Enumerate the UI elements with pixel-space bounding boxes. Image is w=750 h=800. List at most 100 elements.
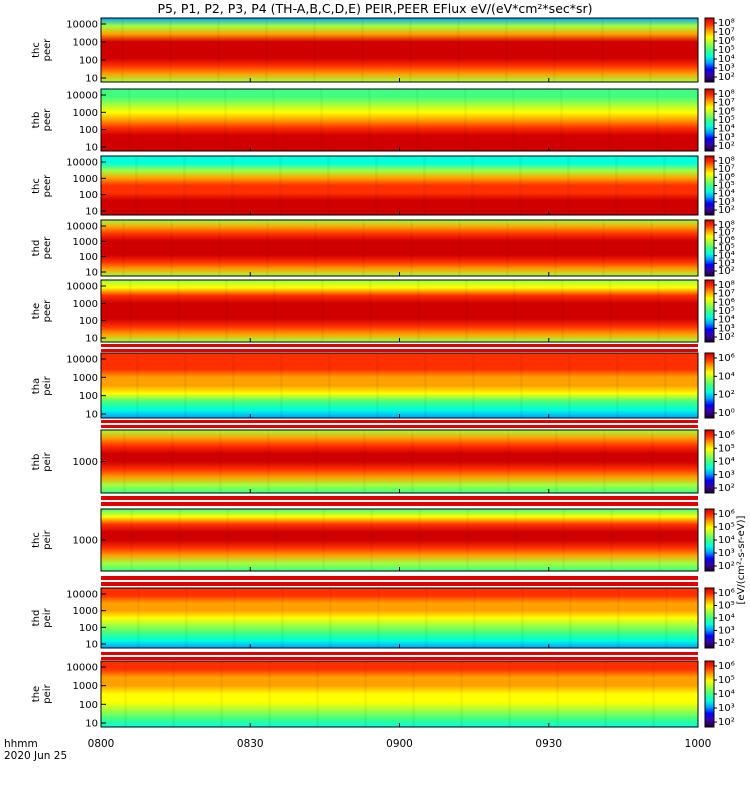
- panel-texture-stripe: [135, 156, 138, 215]
- panel-texture-stripe: [232, 353, 235, 418]
- panel-texture-stripe: [370, 509, 373, 571]
- y-tick-label: 100: [79, 391, 98, 402]
- panel-texture-stripe: [376, 353, 379, 418]
- panel-label-instrument: peir: [42, 530, 53, 550]
- panel-label-6: tha peir: [31, 356, 53, 416]
- colorbar-tick-label: 10⁷: [718, 98, 735, 109]
- panel-texture-stripe: [508, 661, 511, 727]
- colorbar-tick-label: 10³: [718, 63, 735, 74]
- panel-texture-stripe: [128, 89, 131, 151]
- panel-texture-stripe: [513, 280, 516, 342]
- colorbar-tick-label: 10⁶: [718, 588, 735, 599]
- panel-texture-stripe: [266, 220, 269, 276]
- panel-texture-stripe: [610, 509, 613, 571]
- y-tick-label: 1000: [73, 606, 98, 617]
- colorbar-tick-label: 10⁷: [718, 228, 735, 239]
- colorbar-tick-label: 10³: [718, 626, 735, 637]
- colorbar-tick-label: 10⁴: [718, 124, 735, 135]
- panel-texture-stripe: [411, 430, 414, 493]
- colorbar-tick-label: 10⁵: [718, 443, 735, 454]
- colorbar-tick-label: 10⁶: [718, 430, 735, 441]
- panel-texture-stripe: [555, 430, 558, 493]
- colorbar-tick-label: 10⁸: [718, 89, 735, 100]
- colorbar-tick-label: 10⁸: [718, 280, 735, 291]
- panel-texture-stripe: [274, 509, 277, 571]
- panel-texture-stripe: [314, 220, 317, 276]
- panel-texture-stripe: [412, 661, 415, 727]
- panel-label-probe: thc: [31, 177, 42, 194]
- panel-label-probe: thb: [31, 111, 42, 129]
- panel-texture-stripe: [281, 588, 284, 648]
- colorbar-6: [704, 352, 715, 419]
- colorbar-tick-label: 10⁵: [718, 243, 735, 254]
- panel-label-instrument: peir: [42, 684, 53, 704]
- panel-texture-stripe: [472, 353, 475, 418]
- panel-label-instrument: peir: [42, 451, 53, 472]
- panel-texture-stripe: [410, 220, 413, 276]
- colorbar-1: [704, 17, 715, 83]
- y-tick-label: 1000: [73, 681, 98, 692]
- panel-texture-stripe: [664, 353, 667, 418]
- spectrogram-panel-4: [100, 219, 699, 277]
- y-tick-label: 10000: [66, 282, 98, 293]
- x-axis-hhmm-label: hhmm: [4, 738, 38, 750]
- y-tick-label: 100: [79, 56, 98, 67]
- colorbar-tick-label: 10⁴: [718, 535, 735, 546]
- colorbar-tick-label: 10⁶: [718, 661, 735, 672]
- panel-texture-stripe: [122, 220, 125, 276]
- panel-label-instrument: peer: [42, 38, 53, 62]
- panel-texture-stripe: [268, 661, 271, 727]
- panel-texture-stripe: [362, 220, 365, 276]
- figure-title: P5, P1, P2, P3, P4 (TH-A,B,C,D,E) PEIR,P…: [157, 1, 593, 16]
- panel-texture-stripe: [171, 430, 174, 493]
- panel-texture-stripe: [273, 280, 276, 342]
- panel-label-2: thb peer: [31, 90, 53, 150]
- colorbar-tick-label: 10⁷: [718, 164, 735, 175]
- panel-texture-stripe: [617, 588, 620, 648]
- panel-texture-stripe: [369, 280, 372, 342]
- colorbar-tick-label: 10⁷: [718, 289, 735, 300]
- y-tick-label: 1000: [73, 536, 98, 547]
- panel-label-probe: thb: [31, 453, 42, 470]
- y-tick-label: 10: [85, 410, 98, 421]
- panel-texture-stripe: [329, 588, 332, 648]
- panel-label-instrument: peir: [42, 375, 53, 396]
- panel-texture-stripe: [457, 18, 460, 82]
- y-tick-label: 100: [79, 125, 98, 136]
- panel-label-instrument: peer: [42, 299, 53, 323]
- panel-texture-stripe: [424, 353, 427, 418]
- flag-bar-line: [101, 500, 698, 502]
- panel-texture-stripe: [136, 353, 139, 418]
- spectrogram-panel-3: [100, 155, 699, 216]
- panel-texture-stripe: [465, 280, 468, 342]
- colorbar-tick-label: 10²: [718, 72, 735, 83]
- panel-texture-stripe: [514, 509, 517, 571]
- colorbar-tick-label: 10⁷: [718, 27, 735, 38]
- y-tick-label: 10: [85, 74, 98, 85]
- panel-texture-stripe: [569, 588, 572, 648]
- panel-texture-stripe: [554, 220, 557, 276]
- panel-texture-stripe: [279, 156, 282, 215]
- panel-texture-stripe: [272, 89, 275, 151]
- colorbar-tick-label: 10²: [718, 717, 735, 728]
- panel-texture-stripe: [377, 588, 380, 648]
- panel-texture-stripe: [121, 18, 124, 82]
- panel-texture-stripe: [665, 588, 668, 648]
- spectrogram-panel-7: [100, 429, 699, 494]
- colorbar-9: [704, 587, 715, 649]
- panel-texture-stripe: [368, 89, 371, 151]
- y-tick-label: 1000: [73, 38, 98, 49]
- panel-texture-stripe: [658, 509, 661, 571]
- panel-texture-stripe: [520, 353, 523, 418]
- panel-texture-stripe: [225, 280, 228, 342]
- y-tick-label: 10000: [66, 91, 98, 102]
- panel-texture-stripe: [231, 156, 234, 215]
- colorbar-tick-label: 10³: [718, 323, 735, 334]
- panel-texture-stripe: [567, 156, 570, 215]
- colorbar-unit-label: [eV/(cm²-s-sr-eV)]: [736, 515, 747, 604]
- panel-texture-stripe: [265, 18, 268, 82]
- panel-texture-stripe: [425, 588, 428, 648]
- panel-texture-stripe: [176, 89, 179, 151]
- colorbar-tick-label: 10⁵: [718, 675, 735, 686]
